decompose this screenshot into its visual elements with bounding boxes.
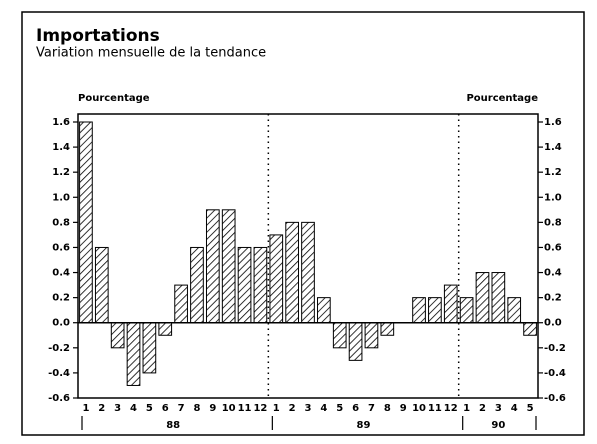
group-label: 89 — [357, 420, 371, 431]
x-tick-label: 12 — [253, 403, 267, 414]
x-tick-label: 9 — [209, 403, 216, 414]
bar — [491, 272, 506, 324]
y2-tick-label: 1.6 — [544, 117, 562, 128]
plot-frame — [77, 113, 539, 399]
y-tick-label: 1.4 — [52, 142, 70, 153]
x-tick-label: 6 — [162, 403, 169, 414]
x-tick-label: 8 — [193, 403, 200, 414]
bar — [94, 246, 109, 324]
y-tick-label: 1.6 — [52, 117, 70, 128]
x-tick-label: 1 — [82, 403, 89, 414]
bar — [348, 322, 363, 361]
bar — [380, 322, 395, 336]
chart-subtitle: Variation mensuelle de la tendance — [36, 46, 266, 61]
bar — [237, 246, 252, 324]
frame — [21, 11, 585, 436]
x-tick-label: 6 — [352, 403, 359, 414]
y2-axis-label: Pourcentage — [466, 93, 538, 104]
x-tick-label: 10 — [412, 403, 426, 414]
y-tick-label: 1.2 — [52, 167, 70, 178]
y2-tick-label: 0.2 — [544, 293, 562, 304]
x-tick-label: 5 — [336, 403, 343, 414]
bar — [459, 297, 474, 324]
x-tick-label: 11 — [238, 403, 252, 414]
bar — [523, 322, 537, 336]
x-tick-label: 10 — [222, 403, 236, 414]
y2-tick-label: 1.2 — [544, 167, 562, 178]
y2-tick-label: 0.6 — [544, 242, 562, 253]
y2-tick-label: -0.4 — [544, 368, 566, 379]
x-tick-label: 1 — [463, 403, 470, 414]
y2-tick-label: 0.8 — [544, 217, 562, 228]
y2-tick-label: 0.4 — [544, 268, 562, 279]
x-tick-label: 3 — [305, 403, 312, 414]
y-tick-label: -0.2 — [48, 343, 70, 354]
y2-tick-label: 1.0 — [544, 192, 562, 203]
y-tick-label: 0.4 — [52, 268, 70, 279]
bar — [174, 284, 188, 324]
x-tick-label: 8 — [384, 403, 391, 414]
y-tick-label: -0.6 — [48, 393, 70, 404]
y-tick-label: 1.0 — [52, 192, 70, 203]
y-tick-label: 0.8 — [52, 217, 70, 228]
bar — [79, 121, 93, 324]
y2-tick-label: 1.4 — [544, 142, 562, 153]
bar — [317, 297, 331, 324]
bar — [475, 272, 490, 324]
x-tick-label: 4 — [511, 403, 518, 414]
bar — [364, 322, 379, 349]
x-tick-label: 7 — [178, 403, 185, 414]
group-label: 90 — [491, 420, 505, 431]
y-tick-label: 0.0 — [52, 318, 70, 329]
bar — [428, 297, 442, 324]
bar — [126, 322, 141, 386]
bar — [507, 297, 522, 324]
bar — [190, 246, 204, 324]
bar — [110, 322, 125, 349]
x-tick-label: 11 — [428, 403, 442, 414]
y-tick-label: 0.6 — [52, 242, 70, 253]
group-label: 88 — [166, 420, 180, 431]
x-tick-label: 2 — [98, 403, 105, 414]
bar — [205, 209, 220, 324]
x-tick-label: 12 — [444, 403, 458, 414]
y2-tick-label: -0.6 — [544, 393, 566, 404]
chart-title: Importations — [36, 26, 160, 46]
y2-tick-label: 0.0 — [544, 318, 562, 329]
x-tick-label: 3 — [114, 403, 121, 414]
x-tick-label: 4 — [320, 403, 327, 414]
bar — [142, 322, 157, 374]
x-tick-label: 9 — [400, 403, 407, 414]
x-tick-label: 2 — [479, 403, 486, 414]
bar — [332, 322, 347, 349]
bar — [158, 322, 173, 336]
y-axis-label: Pourcentage — [78, 93, 150, 104]
bar — [285, 221, 299, 324]
bar — [412, 297, 426, 324]
bar — [301, 221, 315, 324]
x-tick-label: 5 — [146, 403, 153, 414]
x-tick-label: 3 — [495, 403, 502, 414]
x-tick-label: 1 — [273, 403, 280, 414]
x-tick-label: 2 — [289, 403, 296, 414]
bar — [253, 246, 268, 324]
y-tick-label: 0.2 — [52, 293, 70, 304]
x-tick-label: 5 — [527, 403, 534, 414]
x-tick-label: 4 — [130, 403, 137, 414]
y-tick-label: -0.4 — [48, 368, 70, 379]
bar — [443, 284, 458, 324]
y2-tick-label: -0.2 — [544, 343, 566, 354]
bar — [269, 234, 284, 324]
x-tick-label: 7 — [368, 403, 375, 414]
bar — [221, 209, 236, 324]
